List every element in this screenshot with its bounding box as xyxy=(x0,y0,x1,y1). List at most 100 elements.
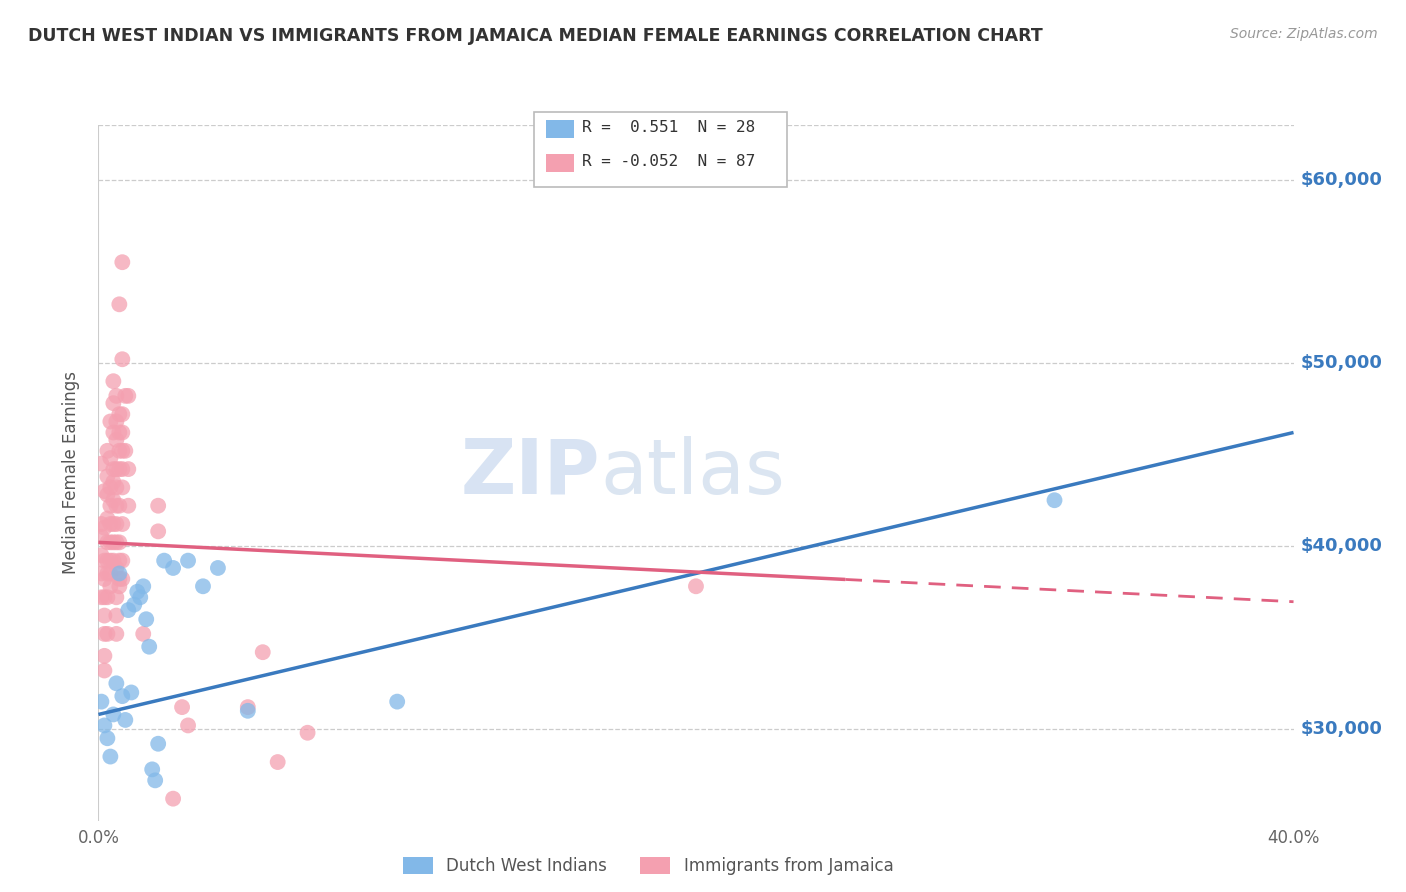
Point xyxy=(685,579,707,593)
Point xyxy=(108,499,131,513)
Point xyxy=(132,579,155,593)
Point xyxy=(385,695,409,709)
Point xyxy=(117,603,139,617)
Point xyxy=(96,627,118,641)
Point xyxy=(98,480,122,494)
Point xyxy=(111,352,134,367)
Point xyxy=(129,591,152,605)
Point xyxy=(111,554,134,568)
Point xyxy=(124,598,146,612)
Point xyxy=(114,443,136,458)
Point xyxy=(141,763,163,777)
Point xyxy=(117,462,139,476)
Point xyxy=(96,535,118,549)
Point xyxy=(105,462,128,476)
Point xyxy=(103,493,125,508)
Point xyxy=(108,407,131,421)
Point xyxy=(98,451,122,466)
Point xyxy=(105,676,128,690)
Point xyxy=(148,737,170,751)
Text: R = -0.052  N = 87: R = -0.052 N = 87 xyxy=(582,154,755,169)
Point xyxy=(108,535,131,549)
Point xyxy=(252,645,274,659)
Point xyxy=(143,773,166,788)
Point xyxy=(177,554,200,568)
Legend: Dutch West Indians, Immigrants from Jamaica: Dutch West Indians, Immigrants from Jama… xyxy=(396,850,900,882)
Point xyxy=(96,566,118,581)
Point xyxy=(105,415,128,429)
Point xyxy=(96,731,118,746)
Point xyxy=(120,685,142,699)
Point xyxy=(96,511,118,525)
Point xyxy=(93,718,115,732)
Point xyxy=(111,255,134,269)
Point xyxy=(93,648,115,663)
Point xyxy=(267,755,290,769)
Point xyxy=(90,530,112,544)
Text: $50,000: $50,000 xyxy=(1301,354,1382,372)
Point xyxy=(108,579,131,593)
Point xyxy=(96,443,118,458)
Point xyxy=(111,425,134,440)
Point xyxy=(93,484,115,499)
Point xyxy=(111,572,134,586)
Point xyxy=(105,535,128,549)
Point xyxy=(153,554,176,568)
Point xyxy=(111,407,134,421)
Point xyxy=(103,396,125,410)
Point xyxy=(117,389,139,403)
Point xyxy=(108,297,131,311)
Point xyxy=(90,695,112,709)
Point xyxy=(96,488,118,502)
Point xyxy=(90,591,112,605)
Point xyxy=(96,469,118,483)
Point xyxy=(93,608,115,623)
Point xyxy=(98,554,122,568)
Point xyxy=(111,443,134,458)
Text: $40,000: $40,000 xyxy=(1301,537,1382,555)
Text: ZIP: ZIP xyxy=(461,436,600,509)
Point xyxy=(111,689,134,703)
Point xyxy=(90,548,112,562)
Point xyxy=(297,725,319,739)
Point xyxy=(103,554,125,568)
Point xyxy=(98,749,122,764)
Point xyxy=(132,627,155,641)
Point xyxy=(111,480,134,494)
Point xyxy=(103,535,125,549)
Point xyxy=(103,475,125,489)
Text: Source: ZipAtlas.com: Source: ZipAtlas.com xyxy=(1230,27,1378,41)
Point xyxy=(105,389,128,403)
Point xyxy=(93,521,115,535)
Point xyxy=(105,627,128,641)
Point xyxy=(93,664,115,678)
Y-axis label: Median Female Earnings: Median Female Earnings xyxy=(62,371,80,574)
Point xyxy=(127,584,149,599)
Point xyxy=(103,516,125,531)
Point xyxy=(236,700,259,714)
Point xyxy=(105,608,128,623)
Point xyxy=(90,457,112,471)
Point xyxy=(236,704,259,718)
Point xyxy=(135,612,157,626)
Point xyxy=(108,462,131,476)
Point xyxy=(98,566,122,581)
Point xyxy=(96,554,118,568)
Point xyxy=(90,566,112,581)
Point xyxy=(191,579,214,593)
Text: R =  0.551  N = 28: R = 0.551 N = 28 xyxy=(582,120,755,135)
Point xyxy=(93,627,115,641)
Point xyxy=(103,462,125,476)
Point xyxy=(108,572,131,586)
Point xyxy=(172,700,194,714)
Point xyxy=(103,707,125,722)
Text: atlas: atlas xyxy=(600,436,785,509)
Point xyxy=(1043,493,1066,508)
Point xyxy=(108,443,131,458)
Point xyxy=(105,499,128,513)
Point xyxy=(111,462,134,476)
Point xyxy=(105,433,128,447)
Point xyxy=(108,554,131,568)
Text: $30,000: $30,000 xyxy=(1301,720,1382,738)
Point xyxy=(138,640,160,654)
